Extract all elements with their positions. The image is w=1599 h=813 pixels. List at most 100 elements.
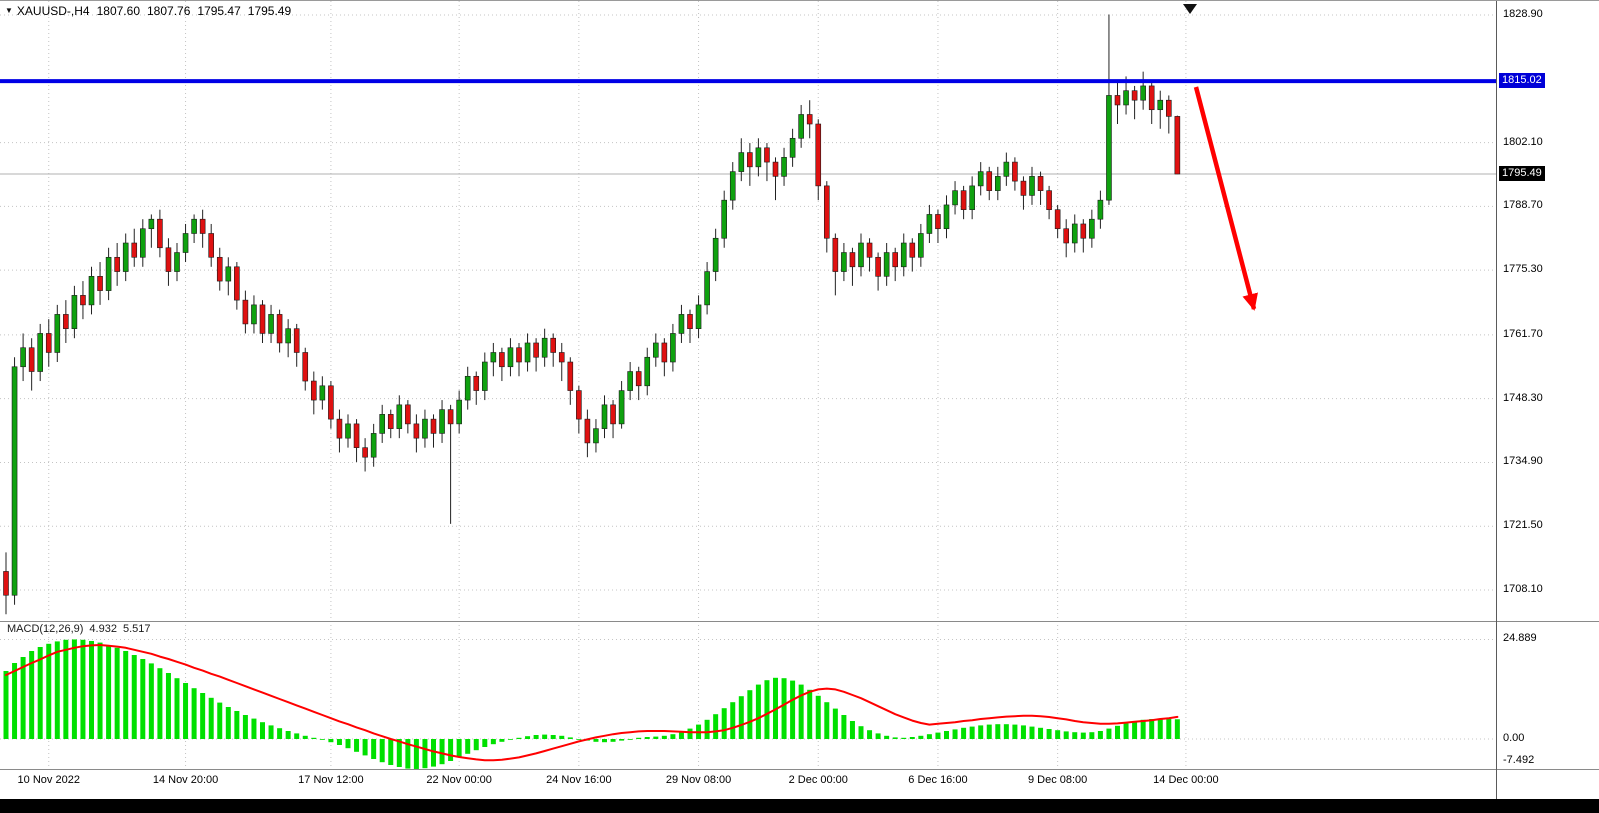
macd-histogram-bar xyxy=(738,696,744,739)
candle-bear xyxy=(550,337,557,353)
macd-histogram-bar xyxy=(542,734,548,739)
macd-histogram-bar xyxy=(567,737,573,739)
candle-bear xyxy=(353,423,360,448)
macd-histogram-bar xyxy=(131,655,137,739)
symbol-dropdown-icon[interactable]: ▼ xyxy=(5,6,13,15)
candle-bull xyxy=(490,352,497,363)
candle-bull xyxy=(1071,223,1078,244)
macd-histogram-bar xyxy=(499,739,505,742)
sell-arrow xyxy=(1193,86,1258,311)
candle-bull xyxy=(319,385,326,401)
macd-histogram-bar xyxy=(867,730,873,739)
macd-histogram-bar xyxy=(627,739,633,740)
macd-name: MACD(12,26,9) xyxy=(7,623,84,635)
candle-bear xyxy=(293,328,300,353)
candle-bull xyxy=(122,242,129,272)
candle-bull xyxy=(191,218,197,234)
macd-value-signal: 5.517 xyxy=(122,623,151,635)
price-tick-label: 1802.10 xyxy=(1503,135,1543,148)
candle-bull xyxy=(456,399,462,425)
macd-histogram-bar xyxy=(302,735,308,739)
macd-value-main: 4.932 xyxy=(89,623,117,635)
chart-ohlc-readout: ▼ XAUUSD-,H4 1807.60 1807.76 1795.47 1795.49 xyxy=(5,4,291,18)
macd-histogram-bar xyxy=(653,736,659,739)
candle-bear xyxy=(328,385,334,420)
chart-canvas[interactable] xyxy=(0,1,1496,769)
macd-histogram-bar xyxy=(1029,726,1035,739)
price-tick-label: 1761.70 xyxy=(1503,327,1543,340)
candle-bull xyxy=(396,404,403,429)
macd-histogram-bar xyxy=(1115,725,1120,739)
macd-histogram-bar xyxy=(336,739,342,745)
candle-bear xyxy=(1080,223,1087,239)
candle-bear xyxy=(1063,228,1069,244)
candle-bear xyxy=(276,314,283,344)
candle-bear xyxy=(558,352,565,363)
macd-histogram-bar xyxy=(687,728,693,739)
candle-bear xyxy=(584,418,591,444)
macd-histogram-bar xyxy=(644,737,650,739)
candle-bull xyxy=(105,256,112,291)
macd-histogram-bar xyxy=(123,651,129,739)
candle-bear xyxy=(815,123,822,187)
candle-bear xyxy=(764,147,770,163)
candle-bear xyxy=(473,375,480,391)
macd-histogram-bar xyxy=(952,729,958,739)
macd-histogram-bar xyxy=(1012,724,1018,739)
candle-bear xyxy=(909,242,916,258)
macd-histogram-bar xyxy=(388,739,394,765)
macd-histogram-bar xyxy=(277,728,283,739)
candle-bull xyxy=(345,423,351,439)
candle-bull xyxy=(379,414,386,434)
macd-histogram-bar xyxy=(465,739,471,754)
price-tick-label: 1708.10 xyxy=(1503,583,1543,595)
macd-signal-line xyxy=(5,644,1179,762)
candle-bull xyxy=(926,214,933,234)
candle-bear xyxy=(80,295,86,306)
macd-histogram-bar xyxy=(80,639,86,739)
candle-bull xyxy=(883,252,890,277)
candle-bull xyxy=(627,371,633,391)
macd-histogram-bar xyxy=(431,739,436,767)
price-tick-label: 1748.30 xyxy=(1503,391,1543,404)
candle-bear xyxy=(687,314,693,329)
macd-histogram-bar xyxy=(242,715,248,739)
macd-histogram-bar xyxy=(1140,719,1146,739)
candle-bear xyxy=(302,352,309,382)
price-axis[interactable]: 1828.90 1815.02 1802.10 1795.49 1788.70 1775.… xyxy=(1498,1,1599,799)
macd-histogram-bar xyxy=(268,725,274,739)
macd-histogram-bar xyxy=(294,733,300,739)
macd-histogram-bar xyxy=(354,739,360,752)
macd-histogram-bar xyxy=(1132,721,1138,739)
macd-histogram-bar xyxy=(755,684,761,739)
bid-price-badge: 1795.49 xyxy=(1499,166,1545,182)
candle-bear xyxy=(610,404,616,425)
candle-bull xyxy=(618,390,625,425)
candle-bull xyxy=(464,375,471,401)
candle-bull xyxy=(11,366,18,596)
candle-bear xyxy=(336,418,343,439)
candle-bear xyxy=(499,352,505,368)
macd-histogram-bar xyxy=(1089,732,1095,739)
time-tick-label: 14 Dec 00:00 xyxy=(1153,774,1219,786)
time-axis[interactable]: 10 Nov 2022 14 Nov 20:00 17 Nov 12:00 22 No… xyxy=(0,770,1496,798)
pane-separator[interactable] xyxy=(0,621,1599,622)
macd-histogram-bar xyxy=(234,711,240,739)
macd-histogram-bar xyxy=(790,680,796,739)
candle-bull xyxy=(1097,199,1104,220)
macd-histogram-bar xyxy=(490,739,496,745)
macd-histogram-bar xyxy=(807,689,813,739)
macd-tick-label: 24.889 xyxy=(1503,632,1537,645)
osd-close: 1795.49 xyxy=(247,4,292,18)
macd-tick-label: 0.00 xyxy=(1503,732,1525,744)
macd-histogram-bar xyxy=(97,642,103,739)
candle-bear xyxy=(234,266,240,301)
time-tick-label: 6 Dec 16:00 xyxy=(908,774,968,786)
macd-histogram-bar xyxy=(798,684,804,739)
candle-bear xyxy=(242,299,249,325)
macd-histogram-bar xyxy=(884,735,890,739)
macd-histogram-bar xyxy=(935,732,941,739)
macd-histogram-bar xyxy=(730,702,736,739)
macd-histogram-bar xyxy=(319,739,325,740)
